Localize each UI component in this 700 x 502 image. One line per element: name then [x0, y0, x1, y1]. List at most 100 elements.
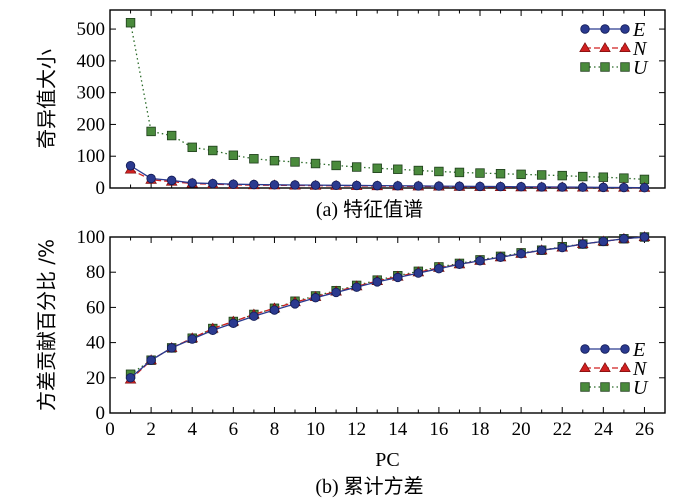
data-point-E: [454, 181, 465, 191]
panel-caption: (b) 累计方差: [315, 475, 423, 498]
legend-marker-U: [600, 62, 610, 72]
data-point-E: [290, 299, 300, 309]
legend-label-U: U: [633, 377, 649, 399]
data-point-E: [351, 282, 362, 292]
data-point-U: [475, 168, 485, 178]
data-point-E: [331, 180, 341, 190]
series-line-N: [130, 236, 645, 381]
legend: ENU: [579, 19, 649, 79]
x-tick-label: 0: [105, 419, 115, 440]
data-point-U: [434, 166, 444, 177]
data-point-E: [228, 318, 239, 328]
data-point-U: [536, 170, 547, 180]
data-point-E: [434, 263, 444, 274]
data-point-U: [557, 170, 567, 181]
data-point-E: [516, 182, 526, 192]
data-point-E: [269, 305, 280, 315]
data-point-E: [516, 249, 526, 259]
legend-label-N: N: [632, 358, 648, 380]
data-point-E: [475, 256, 485, 266]
legend-label-E: E: [632, 19, 645, 41]
legend-marker-E: [620, 24, 630, 34]
x-tick-label: 4: [187, 419, 197, 440]
data-point-U: [393, 164, 403, 174]
data-point-E: [578, 182, 588, 192]
plot-frame: [109, 236, 666, 414]
data-point-E: [125, 373, 136, 383]
data-point-E: [639, 182, 650, 193]
data-point-E: [557, 242, 567, 253]
data-point-E: [495, 252, 506, 262]
data-point-U: [208, 145, 218, 156]
x-tick-label: 8: [270, 419, 280, 440]
data-point-E: [310, 293, 321, 303]
data-point-U: [310, 158, 321, 169]
data-point-U: [249, 154, 259, 164]
series-E: [125, 161, 650, 193]
x-tick-label: 14: [388, 419, 408, 440]
series-U: [125, 18, 650, 185]
data-point-E: [187, 334, 197, 344]
panel-caption: (a) 特征值谱: [316, 198, 423, 221]
data-point-E: [331, 287, 341, 298]
data-point-E: [166, 175, 177, 186]
y-axis-label: 奇异值大小: [35, 49, 59, 149]
data-point-E: [639, 232, 650, 242]
data-point-U: [619, 173, 629, 183]
data-point-E: [393, 181, 403, 191]
y-tick-label: 100: [77, 227, 106, 248]
data-point-U: [372, 163, 382, 173]
x-tick-label: 16: [429, 419, 448, 440]
data-point-U: [331, 160, 341, 171]
data-point-U: [495, 168, 506, 179]
legend: ENU: [579, 339, 649, 399]
data-point-E: [557, 182, 567, 192]
data-point-U: [454, 167, 465, 178]
y-tick-label: 20: [86, 368, 105, 389]
data-point-E: [434, 181, 444, 191]
y-tick-label: 200: [77, 114, 106, 135]
data-point-E: [146, 355, 156, 365]
x-tick-label: 10: [306, 419, 325, 440]
series-U: [125, 232, 650, 379]
y-axis-label: 方差贡献百分比 /%: [35, 239, 59, 411]
data-point-E: [208, 178, 218, 189]
data-point-E: [393, 272, 403, 283]
x-tick-label: 12: [347, 419, 366, 440]
legend-marker-E: [580, 344, 590, 354]
data-point-E: [228, 179, 239, 189]
legend-marker-N: [579, 362, 591, 372]
data-point-E: [454, 259, 465, 269]
x-tick-label: 18: [471, 419, 490, 440]
data-point-U: [187, 142, 197, 153]
data-point-E: [536, 245, 547, 255]
data-point-E: [413, 181, 424, 191]
data-point-E: [187, 178, 197, 188]
y-tick-label: 60: [86, 297, 105, 318]
x-tick-label: 20: [512, 419, 531, 440]
legend-label-N: N: [632, 38, 648, 60]
x-tick-label: 6: [229, 419, 239, 440]
data-point-E: [166, 343, 177, 353]
data-point-E: [208, 325, 218, 335]
data-point-U: [516, 169, 526, 180]
x-tick-label: 24: [594, 419, 614, 440]
y-tick-label: 0: [96, 403, 106, 424]
data-point-U: [146, 126, 156, 137]
chart-panel-a: 0 100 200 300 400 500 奇异值大小 (a) 特征值谱 ENU: [35, 9, 666, 221]
legend-marker-U: [580, 382, 590, 392]
data-point-U: [598, 172, 609, 182]
data-point-U: [290, 157, 300, 167]
y-tick-label: 0: [96, 178, 106, 199]
series-line-N: [130, 168, 645, 189]
data-point-U: [228, 150, 239, 160]
x-tick-label: 2: [146, 419, 156, 440]
data-point-U: [351, 162, 362, 172]
data-point-E: [249, 179, 259, 190]
data-point-E: [578, 239, 588, 249]
x-tick-label: 26: [635, 419, 654, 440]
data-point-E: [249, 311, 259, 321]
